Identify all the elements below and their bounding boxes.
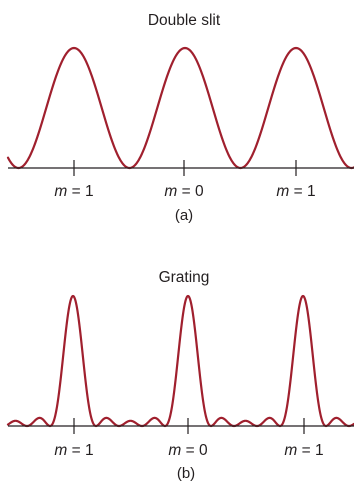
order-variable: m — [54, 183, 67, 200]
panel-b-title: Grating — [159, 269, 210, 286]
panel-b-grating: Grating m = 1 m = 0 m = 1 (b) — [6, 269, 354, 482]
order-value: = 1 — [289, 183, 315, 200]
order-variable: m — [168, 442, 181, 459]
panel-b-order-label-left: m = 1 — [54, 442, 93, 459]
order-variable: m — [54, 442, 67, 459]
panel-b-caption: (b) — [177, 465, 195, 482]
panel-a-order-label-center: m = 0 — [164, 183, 204, 200]
order-value: = 1 — [67, 183, 93, 200]
order-value: = 0 — [177, 183, 204, 200]
panel-b-order-label-center: m = 0 — [168, 442, 208, 459]
double-slit-intensity-curve — [6, 46, 354, 170]
grating-intensity-curve — [6, 294, 354, 428]
panel-a-title: Double slit — [148, 12, 221, 29]
order-value: = 1 — [297, 442, 323, 459]
order-variable: m — [164, 183, 177, 200]
order-value: = 0 — [181, 442, 208, 459]
panel-a-order-label-right: m = 1 — [276, 183, 315, 200]
order-variable: m — [284, 442, 297, 459]
order-variable: m — [276, 183, 289, 200]
panel-a-order-label-left: m = 1 — [54, 183, 93, 200]
order-value: = 1 — [67, 442, 93, 459]
panel-a-double-slit: Double slit m = 1 m = 0 m = 1 (a) — [6, 12, 354, 224]
panel-b-order-label-right: m = 1 — [284, 442, 323, 459]
panel-a-caption: (a) — [175, 207, 193, 224]
